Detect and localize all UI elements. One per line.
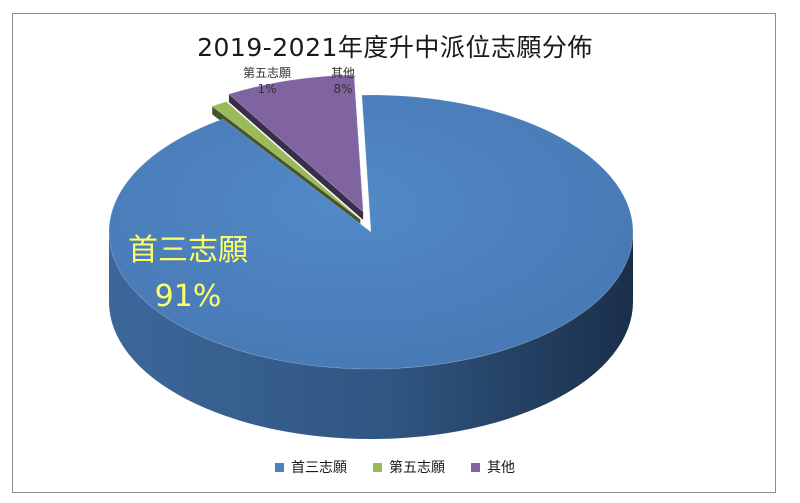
legend-swatch xyxy=(471,462,480,472)
slice-label-name: 首三志願 xyxy=(128,233,248,268)
pie-slice-1 xyxy=(108,94,634,370)
pie-slice-cut xyxy=(228,94,364,220)
legend-item-first-three: 首三志願 xyxy=(275,457,347,477)
pie-slice-3 xyxy=(227,74,364,214)
legend-swatch xyxy=(275,462,284,472)
pie-slice-side xyxy=(109,232,633,439)
legend-swatch xyxy=(373,462,382,472)
slice-label-name: 第五志願 xyxy=(243,66,291,80)
chart-title: 2019-2021年度升中派位志願分佈 xyxy=(197,33,593,62)
slice-label-value: 8% xyxy=(333,82,352,96)
slice-label-value: 1% xyxy=(257,82,276,96)
legend-item-other: 其他 xyxy=(471,457,515,477)
slice-label-name: 其他 xyxy=(331,66,355,80)
chart-frame: 2019-2021年度升中派位志願分佈 首三志願 91% 第五志願 1% 其他 8% 首三… xyxy=(12,13,776,493)
legend-label: 第五志願 xyxy=(389,460,445,476)
pie-slice-2 xyxy=(211,101,361,220)
legend-item-fifth: 第五志願 xyxy=(373,457,445,477)
legend-label: 首三志願 xyxy=(291,460,347,476)
pie-chart: 首三志願 91% 第五志願 1% 其他 8% xyxy=(108,66,634,439)
legend-label: 其他 xyxy=(487,460,515,476)
chart-legend: 首三志願 第五志願 其他 xyxy=(13,457,777,477)
slice-label-value: 91% xyxy=(155,279,222,314)
